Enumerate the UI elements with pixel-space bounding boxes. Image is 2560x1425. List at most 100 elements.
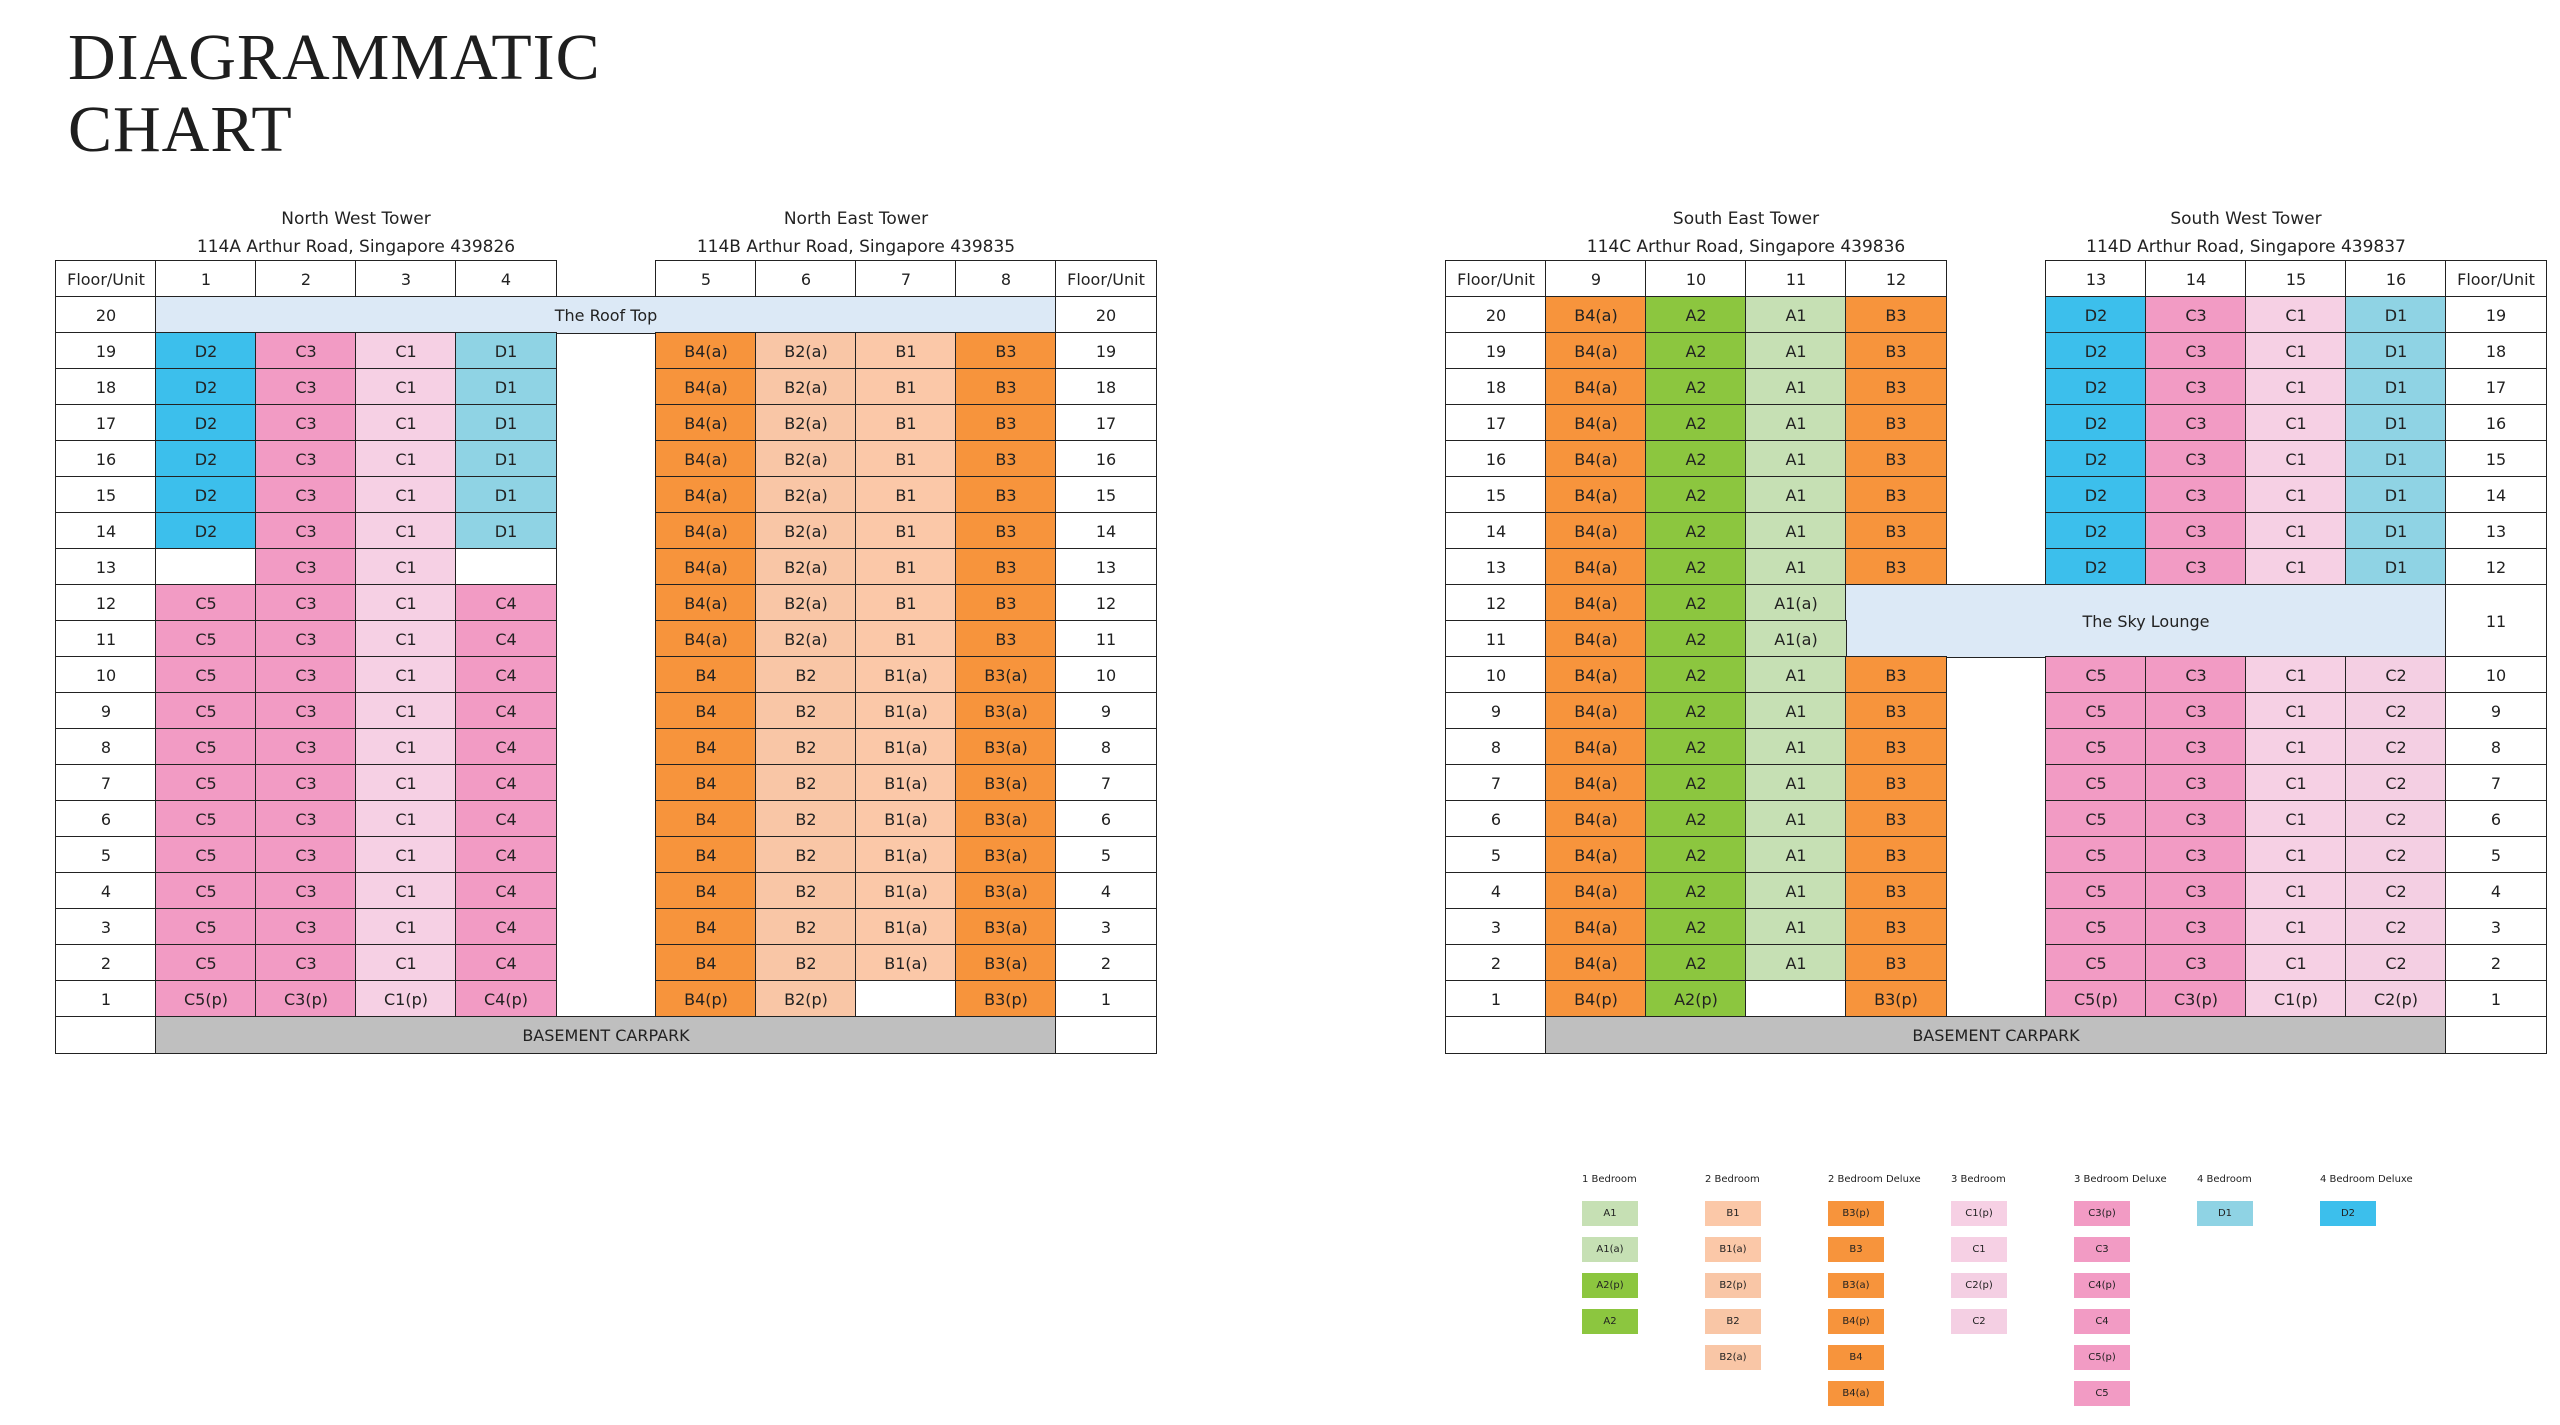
unit-cell: C3: [255, 440, 357, 478]
unit-cell: C5(p): [155, 980, 257, 1018]
unit-cell: C4: [455, 872, 557, 910]
unit-cell: C3: [2145, 548, 2247, 586]
floor-cell: 9: [1055, 692, 1157, 730]
unit-cell: C3: [2145, 692, 2247, 730]
floor-cell: 18: [1445, 368, 1547, 406]
floor-cell: 14: [1055, 512, 1157, 550]
floor-cell: 7: [2445, 764, 2547, 802]
unit-cell: B3: [955, 620, 1057, 658]
unit-cell: C3: [2145, 476, 2247, 514]
legend-group: 2 Bedroom Deluxe B3(p) B3 B3(a) B4(p) B4 B4(a): [1828, 1174, 1938, 1406]
unit-cell: D2: [155, 512, 257, 550]
floor-cell: 18: [1055, 368, 1157, 406]
header-cell: 12: [1845, 260, 1947, 298]
unit-cell: C3: [2145, 332, 2247, 370]
tower-name: South West Tower: [2170, 209, 2322, 229]
unit-cell: C5: [155, 908, 257, 946]
floor-cell: 10: [1445, 656, 1547, 694]
unit-cell: B4: [655, 836, 757, 874]
unit-cell: B2: [755, 944, 857, 982]
legend-swatch: A2: [1582, 1309, 1638, 1334]
floor-cell: 14: [2445, 476, 2547, 514]
unit-cell: D2: [155, 332, 257, 370]
unit-cell: C1: [2245, 656, 2347, 694]
legend-swatch: B4(a): [1828, 1381, 1884, 1406]
unit-cell: B3: [1845, 440, 1947, 478]
unit-cell: C5: [155, 728, 257, 766]
floor-cell: 17: [1055, 404, 1157, 442]
legend-swatch: C2: [1951, 1309, 2007, 1334]
floor-cell: 4: [55, 872, 157, 910]
unit-cell: C5: [2045, 764, 2147, 802]
unit-cell: A2: [1645, 368, 1747, 406]
unit-cell: B2(a): [755, 620, 857, 658]
unit-cell: B4(a): [655, 548, 757, 586]
floor-cell: 19: [1445, 332, 1547, 370]
empty-cell: [155, 548, 257, 586]
unit-cell: A2: [1645, 512, 1747, 550]
floor-cell: 9: [55, 692, 157, 730]
unit-cell: C3: [255, 476, 357, 514]
right-grid: South East Tower 114C Arthur Road, Singap…: [1445, 205, 2547, 1054]
floor-cell: 2: [55, 944, 157, 982]
tower-address: 114D Arthur Road, Singapore 439837: [2086, 237, 2406, 257]
unit-cell: C3: [2145, 800, 2247, 838]
unit-cell: A1: [1745, 368, 1847, 406]
unit-cell: C1: [355, 404, 457, 442]
unit-cell: A1: [1745, 908, 1847, 946]
floor-cell: 5: [2445, 836, 2547, 874]
legend-group: 4 Bedroom Deluxe D2: [2320, 1174, 2430, 1226]
unit-cell: C2(p): [2345, 980, 2447, 1018]
unit-cell: B4: [655, 872, 757, 910]
unit-cell: B3: [1845, 800, 1947, 838]
unit-cell: D2: [2045, 512, 2147, 550]
unit-cell: B4(a): [655, 368, 757, 406]
unit-cell: C3: [255, 368, 357, 406]
unit-cell: C1: [2245, 764, 2347, 802]
unit-cell: A1: [1745, 764, 1847, 802]
floor-cell: 15: [2445, 440, 2547, 478]
unit-cell: D2: [2045, 404, 2147, 442]
empty-cell: [55, 1016, 157, 1054]
unit-cell: C5: [2045, 728, 2147, 766]
floor-cell: 4: [1055, 872, 1157, 910]
unit-cell: B4(a): [1545, 620, 1647, 658]
unit-cell: C1: [355, 584, 457, 622]
unit-cell: D1: [455, 332, 557, 370]
unit-cell: A1: [1745, 440, 1847, 478]
unit-cell: C3: [255, 872, 357, 910]
legend-swatch: A2(p): [1582, 1273, 1638, 1298]
unit-cell: B4(a): [1545, 656, 1647, 694]
unit-cell: C3: [255, 512, 357, 550]
unit-cell: B3: [955, 584, 1057, 622]
legend-group: 2 Bedroom B1 B1(a) B2(p) B2 B2(a): [1705, 1174, 1815, 1370]
unit-cell: C4: [455, 584, 557, 622]
legend-title: 2 Bedroom Deluxe: [1828, 1174, 1921, 1185]
unit-cell: B2(a): [755, 368, 857, 406]
legend-swatch: B3: [1828, 1237, 1884, 1262]
unit-cell: C1(p): [2245, 980, 2347, 1018]
unit-cell: B3: [955, 476, 1057, 514]
floor-cell: 5: [1445, 836, 1547, 874]
unit-cell: C4: [455, 728, 557, 766]
floor-cell: 12: [55, 584, 157, 622]
unit-cell: A2: [1645, 548, 1747, 586]
header-cell: 4: [455, 260, 557, 298]
unit-cell: B1(a): [855, 872, 957, 910]
unit-cell: B4(p): [655, 980, 757, 1018]
unit-cell: D1: [2345, 368, 2447, 406]
unit-cell: B3: [955, 332, 1057, 370]
tower-address: 114C Arthur Road, Singapore 439836: [1586, 237, 1906, 257]
unit-cell: A1: [1745, 800, 1847, 838]
unit-cell: B4: [655, 692, 757, 730]
tower-name: North East Tower: [783, 209, 929, 229]
legend-group: 4 Bedroom D1: [2197, 1174, 2307, 1226]
unit-cell: A1: [1745, 692, 1847, 730]
unit-cell: C3: [255, 836, 357, 874]
unit-cell: C3: [2145, 296, 2247, 334]
unit-cell: B4(a): [655, 404, 757, 442]
floor-cell: 4: [2445, 872, 2547, 910]
unit-cell: D2: [2045, 296, 2147, 334]
unit-cell: D1: [455, 440, 557, 478]
legend-swatch: A1: [1582, 1201, 1638, 1226]
